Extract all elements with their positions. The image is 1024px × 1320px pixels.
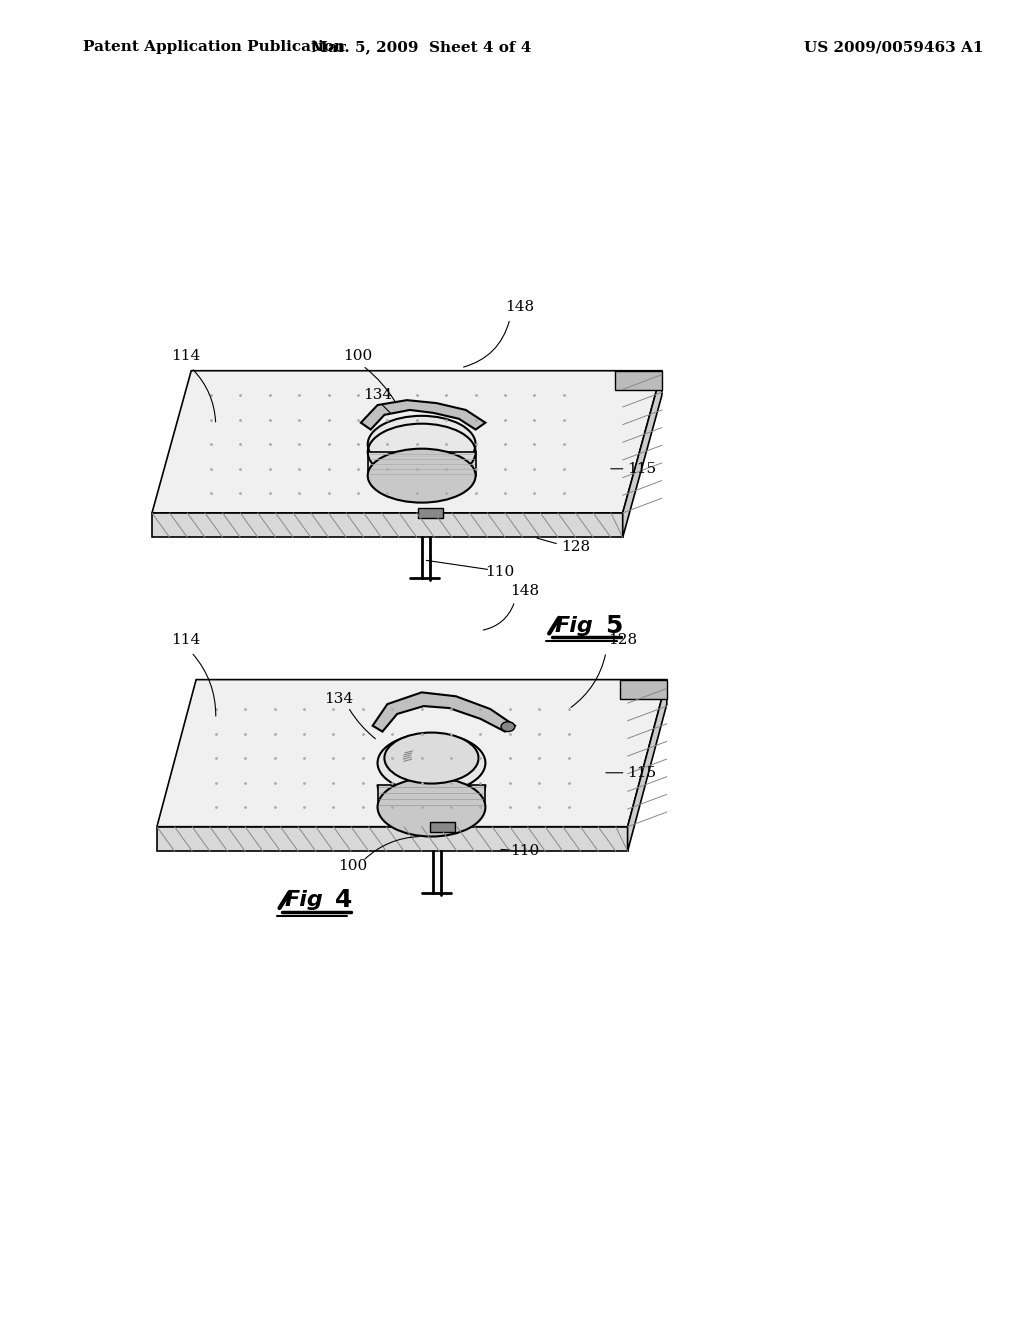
- Text: 110: 110: [510, 845, 540, 858]
- Polygon shape: [429, 822, 455, 832]
- Text: 100: 100: [338, 859, 368, 873]
- Polygon shape: [152, 513, 623, 537]
- Ellipse shape: [368, 416, 475, 473]
- Polygon shape: [373, 693, 515, 731]
- Polygon shape: [360, 400, 485, 429]
- Ellipse shape: [501, 722, 515, 731]
- Polygon shape: [368, 453, 475, 475]
- Polygon shape: [157, 826, 628, 851]
- Text: Fig: Fig: [554, 615, 593, 636]
- Text: 148: 148: [510, 585, 540, 598]
- Polygon shape: [418, 508, 443, 517]
- Polygon shape: [614, 371, 662, 391]
- Text: 110: 110: [485, 565, 515, 578]
- Polygon shape: [628, 680, 667, 851]
- Text: 100: 100: [343, 348, 373, 363]
- Polygon shape: [623, 371, 662, 537]
- Text: Mar. 5, 2009  Sheet 4 of 4: Mar. 5, 2009 Sheet 4 of 4: [311, 40, 531, 54]
- Ellipse shape: [378, 734, 485, 792]
- Polygon shape: [157, 680, 667, 826]
- Ellipse shape: [368, 449, 475, 503]
- Text: 115: 115: [628, 462, 656, 475]
- Ellipse shape: [384, 733, 478, 784]
- Ellipse shape: [378, 777, 485, 837]
- Text: 5: 5: [605, 614, 623, 638]
- Text: 114: 114: [172, 348, 201, 363]
- Text: 134: 134: [324, 692, 353, 706]
- Text: 128: 128: [561, 540, 590, 554]
- Polygon shape: [620, 680, 667, 700]
- Text: Fig: Fig: [285, 890, 324, 911]
- Text: 134: 134: [362, 388, 392, 403]
- Text: 148: 148: [505, 300, 535, 314]
- Text: 128: 128: [608, 634, 637, 647]
- Text: 114: 114: [172, 634, 201, 647]
- Text: Patent Application Publication: Patent Application Publication: [83, 40, 345, 54]
- Text: 115: 115: [628, 766, 656, 780]
- Polygon shape: [152, 371, 662, 513]
- Text: US 2009/0059463 A1: US 2009/0059463 A1: [804, 40, 984, 54]
- Text: 4: 4: [336, 888, 352, 912]
- Polygon shape: [378, 784, 485, 807]
